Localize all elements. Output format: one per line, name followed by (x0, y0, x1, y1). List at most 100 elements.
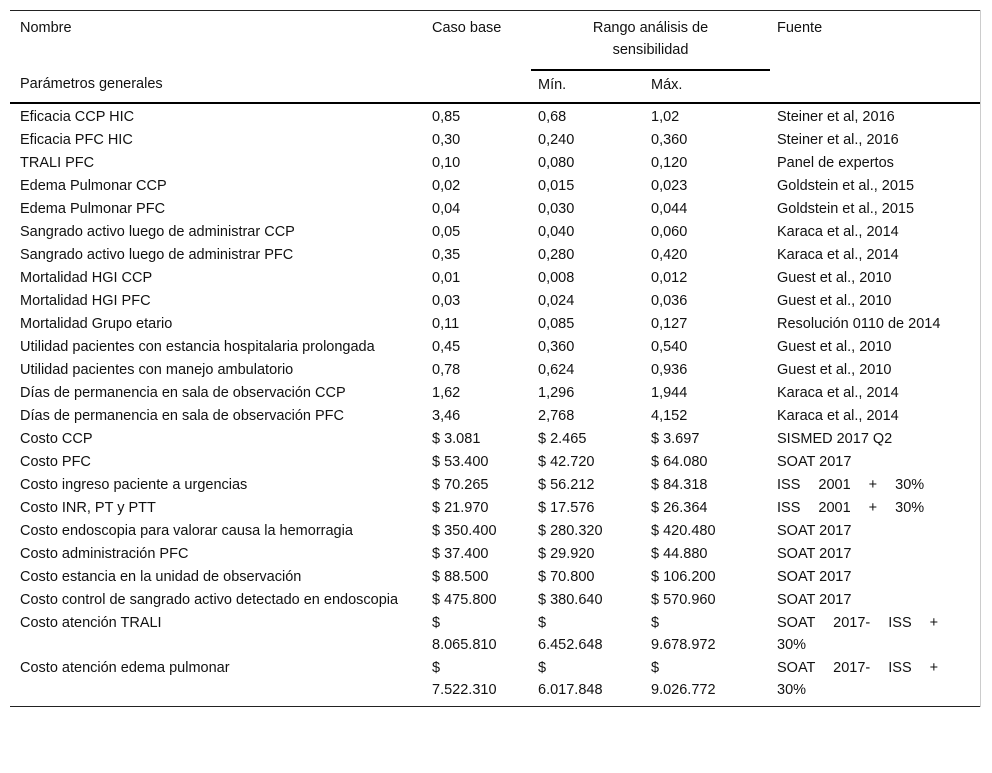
cell-caso-base: $ 53.400 (432, 454, 489, 470)
cell-max: 0,127 (651, 316, 688, 332)
cell-min: $ 6.017.848 (531, 657, 644, 707)
cell-nombre: Mortalidad Grupo etario (20, 316, 173, 332)
cell-caso-base: 0,05 (432, 224, 461, 240)
table-row: Días de permanencia en sala de observaci… (10, 382, 980, 405)
header-rango: Rango análisis de sensibilidad (531, 10, 770, 70)
cell-min: 0,360 (538, 339, 575, 355)
cell-min: $ 6.452.648 (538, 615, 603, 653)
table-row: Eficacia PFC HIC 0,30 0,240 0,360 Steiner et… (10, 129, 980, 152)
cell-max: 0,936 (651, 362, 688, 378)
cell-caso-base: 0,10 (432, 155, 461, 171)
cell-caso-base: $ 21.970 (432, 500, 489, 516)
header-rango-label: Rango análisis de sensibilidad (592, 20, 709, 58)
cell-max: $ 106.200 (651, 569, 716, 585)
table-row: Costo atención edema pulmonar $ 7.522.310… (10, 657, 980, 707)
cell-nombre: Utilidad pacientes con manejo ambulatori… (20, 362, 294, 378)
cell-min: $ 42.720 (538, 454, 595, 470)
cell-caso-base: $ 7.522.310 (425, 657, 531, 707)
cell-nombre: TRALI PFC (20, 155, 95, 171)
cell-caso-base: 3,46 (432, 408, 461, 424)
cell-fuente: Goldstein et al., 2015 (777, 201, 915, 217)
cell-min: 1,296 (538, 385, 575, 401)
cell-min: 0,030 (538, 201, 575, 217)
cell-max: 0,012 (651, 270, 688, 286)
parameters-table-container: Nombre Caso base Rango análisis de sensi… (10, 10, 981, 707)
table-row: Costo ingreso paciente a urgencias $ 70.2… (10, 474, 980, 497)
cell-fuente: Panel de expertos (777, 155, 894, 171)
cell-max: $ 26.364 (651, 500, 708, 516)
cell-max: $ 570.960 (651, 592, 716, 608)
cell-max: $ 44.880 (651, 546, 708, 562)
cell-nombre: Eficacia PFC HIC (20, 132, 133, 148)
cell-nombre: Mortalidad HGI CCP (20, 270, 153, 286)
cell-caso-base: 0,45 (432, 339, 461, 355)
cell-caso-base: $ 475.800 (432, 592, 497, 608)
cell-max: $ 420.480 (651, 523, 716, 539)
cell-max: 0,044 (651, 201, 688, 217)
cell-fuente: SOAT 2017- ISS + 30% (777, 615, 939, 653)
parameters-table: Nombre Caso base Rango análisis de sensi… (10, 10, 980, 707)
cell-min: 0,624 (538, 362, 575, 378)
cell-nombre: Eficacia CCP HIC (20, 109, 135, 125)
cell-caso-base: $ 3.081 (432, 431, 481, 447)
header-caso-base: Caso base (425, 10, 531, 70)
cell-max: $ 9.678.972 (651, 615, 716, 653)
table-row: TRALI PFC 0,10 0,080 0,120 Panel de expertos (10, 152, 980, 175)
cell-nombre: Edema Pulmonar PFC (20, 201, 166, 217)
cell-min: $ 56.212 (538, 477, 595, 493)
cell-caso-base: $ 37.400 (432, 546, 489, 562)
cell-nombre: Costo administración PFC (20, 546, 189, 562)
cell-min: 0,68 (538, 109, 567, 125)
subheader-row: Parámetros generales Mín. Máx. (10, 69, 980, 104)
cell-fuente: Guest et al., 2010 (777, 339, 892, 355)
table-row: Costo CCP $ 3.081 $ 2.465 $ 3.697 SISMED 201… (10, 428, 980, 451)
empty-cell (425, 70, 531, 104)
section-label: Parámetros generales (10, 70, 425, 104)
cell-max: 0,420 (651, 247, 688, 263)
cell-fuente: Karaca et al., 2014 (777, 224, 899, 240)
header-nombre: Nombre (10, 10, 425, 70)
header-row: Nombre Caso base Rango análisis de sensi… (10, 10, 980, 70)
cell-min: 2,768 (538, 408, 575, 424)
cell-fuente: SOAT 2017 (777, 523, 852, 539)
cell-caso-base: $ 8.065.810 (432, 615, 497, 653)
cell-nombre: Costo estancia en la unidad de observaci… (20, 569, 302, 585)
cell-max: $ 3.697 (651, 431, 700, 447)
table-row: Costo administración PFC $ 37.400 $ 29.920… (10, 543, 980, 566)
cell-nombre: Sangrado activo luego de administrar CCP (20, 224, 295, 240)
table-row: Mortalidad Grupo etario 0,11 0,085 0,127 Res… (10, 313, 980, 336)
cell-max: 0,036 (651, 293, 688, 309)
header-fuente: Fuente (770, 10, 980, 70)
cell-nombre: Mortalidad HGI PFC (20, 293, 151, 309)
cell-min: $ 380.640 (538, 592, 603, 608)
cell-caso-base: 0,78 (432, 362, 461, 378)
cell-max: 0,360 (651, 132, 688, 148)
cell-fuente: SOAT 2017 (777, 546, 852, 562)
cell-min: 0,024 (538, 293, 575, 309)
cell-max: 4,152 (651, 408, 688, 424)
cell-fuente: Guest et al., 2010 (777, 293, 892, 309)
cell-nombre: Costo ingreso paciente a urgencias (20, 477, 248, 493)
cell-max: 0,540 (651, 339, 688, 355)
cell-fuente: Karaca et al., 2014 (777, 385, 899, 401)
cell-min: 0,040 (538, 224, 575, 240)
cell-min: $ 2.465 (538, 431, 587, 447)
table-row: Mortalidad HGI PFC 0,03 0,024 0,036 Guest et… (10, 290, 980, 313)
table-row: Costo estancia en la unidad de observaci… (10, 566, 980, 589)
cell-fuente: Steiner et al., 2016 (777, 132, 899, 148)
cell-min: 0,240 (538, 132, 575, 148)
cell-fuente: SOAT 2017 (777, 592, 852, 608)
cell-max: 0,023 (651, 178, 688, 194)
cell-max: 1,02 (651, 109, 680, 125)
cell-nombre: Costo PFC (20, 454, 91, 470)
cell-max: 1,944 (651, 385, 688, 401)
header-min: Mín. (531, 69, 644, 104)
table-row: Costo atención TRALI $ 8.065.810 $ 6.452.6… (10, 612, 980, 657)
cell-fuente: SISMED 2017 Q2 (777, 431, 893, 447)
cell-caso-base: 0,85 (432, 109, 461, 125)
cell-nombre: Costo endoscopia para valorar causa la h… (20, 523, 353, 539)
table-row: Sangrado activo luego de administrar CCP… (10, 221, 980, 244)
table-row: Costo INR, PT y PTT $ 21.970 $ 17.576 $ 26.… (10, 497, 980, 520)
cell-fuente: SOAT 2017- ISS + 30% (770, 657, 980, 707)
cell-fuente: Karaca et al., 2014 (777, 247, 899, 263)
